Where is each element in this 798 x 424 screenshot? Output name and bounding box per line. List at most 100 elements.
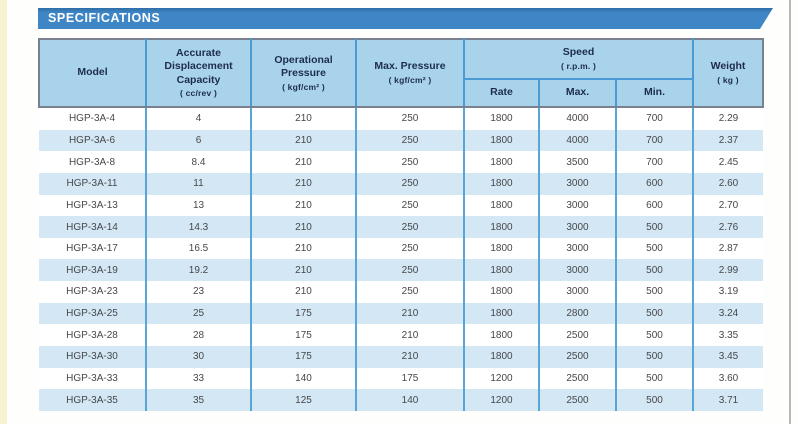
col-header-displacement: Accurate Displacement Capacity ( cc/rev … [145, 38, 252, 108]
cell-displacement: 30 [145, 346, 251, 368]
cell-operational-pressure: 125 [250, 389, 356, 411]
cell-rate: 1800 [463, 172, 539, 195]
cell-model: HGP-3A-28 [39, 324, 146, 347]
cell-displacement: 16.5 [145, 237, 251, 260]
cell-weight: 2.45 [692, 151, 764, 173]
cell-model: HGP-3A-13 [39, 194, 146, 217]
table-row: HGP-3A-11 11 210 250 1800 3000 600 2.60 [39, 172, 764, 195]
cell-max-pressure: 250 [355, 129, 464, 152]
cell-min: 500 [614, 367, 694, 390]
cell-max-pressure: 250 [355, 172, 464, 195]
cell-displacement: 11 [145, 172, 251, 195]
cell-rate: 1800 [463, 194, 539, 217]
cell-rate: 1800 [463, 151, 539, 173]
cell-weight: 2.76 [692, 216, 764, 238]
cell-max: 3000 [538, 194, 616, 217]
cell-rate: 1800 [463, 324, 539, 347]
page-right-edge-line [789, 0, 791, 424]
specifications-table: Model Accurate Displacement Capacity ( c… [38, 38, 765, 411]
col-header-speed-rate: Rate [463, 78, 540, 108]
cell-min: 500 [614, 324, 694, 347]
col-header-speed-group: Speed ( r.p.m. ) [462, 38, 695, 80]
cell-weight: 3.35 [692, 324, 764, 347]
cell-max-pressure: 210 [355, 324, 464, 347]
cell-max-pressure: 250 [355, 281, 464, 303]
cell-rate: 1800 [463, 216, 539, 238]
table-row: HGP-3A-23 23 210 250 1800 3000 500 3.19 [39, 281, 764, 303]
cell-weight: 3.45 [692, 346, 764, 368]
cell-max: 4000 [538, 107, 616, 130]
cell-min: 600 [614, 172, 694, 195]
cell-rate: 1800 [463, 107, 539, 130]
cell-min: 700 [614, 151, 694, 173]
cell-operational-pressure: 210 [250, 237, 356, 260]
cell-rate: 1800 [463, 302, 539, 325]
cell-weight: 2.29 [692, 107, 764, 130]
cell-min: 500 [614, 389, 694, 411]
cell-model: HGP-3A-30 [39, 346, 146, 368]
cell-max-pressure: 140 [355, 389, 464, 411]
cell-max-pressure: 250 [355, 107, 464, 130]
col-header-weight: Weight ( kg ) [692, 38, 765, 108]
col-header-speed-max: Max. [538, 78, 617, 108]
cell-max-pressure: 210 [355, 346, 464, 368]
cell-max: 4000 [538, 129, 616, 152]
cell-displacement: 19.2 [145, 259, 251, 282]
cell-model: HGP-3A-17 [39, 237, 146, 260]
col-unit-weight: ( kg ) [717, 74, 739, 85]
cell-max-pressure: 250 [355, 151, 464, 173]
cell-max: 3000 [538, 237, 616, 260]
cell-operational-pressure: 210 [250, 107, 356, 130]
specifications-banner: SPECIFICATIONS [38, 8, 773, 29]
cell-max: 3000 [538, 172, 616, 195]
cell-operational-pressure: 175 [250, 346, 356, 368]
cell-max-pressure: 210 [355, 302, 464, 325]
cell-rate: 1800 [463, 281, 539, 303]
col-unit-max-pressure: ( kgf/cm² ) [388, 74, 432, 85]
col-header-operational-pressure: Operational Pressure ( kgf/cm² ) [250, 38, 357, 108]
cell-max: 2500 [538, 367, 616, 390]
cell-min: 500 [614, 302, 694, 325]
table-row: HGP-3A-14 14.3 210 250 1800 3000 500 2.76 [39, 216, 764, 238]
cell-min: 500 [614, 281, 694, 303]
cell-displacement: 23 [145, 281, 251, 303]
cell-model: HGP-3A-6 [39, 129, 146, 152]
cell-displacement: 33 [145, 367, 251, 390]
cell-operational-pressure: 210 [250, 216, 356, 238]
table-row: HGP-3A-8 8.4 210 250 1800 3500 700 2.45 [39, 151, 764, 173]
cell-max: 3000 [538, 216, 616, 238]
cell-operational-pressure: 140 [250, 367, 356, 390]
cell-operational-pressure: 175 [250, 302, 356, 325]
cell-weight: 3.71 [692, 389, 764, 411]
cell-max-pressure: 250 [355, 194, 464, 217]
cell-min: 700 [614, 107, 694, 130]
table-row: HGP-3A-19 19.2 210 250 1800 3000 500 2.99 [39, 259, 764, 282]
col-header-model: Model [38, 38, 147, 108]
cell-min: 500 [614, 216, 694, 238]
cell-weight: 2.70 [692, 194, 764, 217]
cell-max: 2500 [538, 324, 616, 347]
cell-weight: 2.37 [692, 129, 764, 152]
cell-weight: 2.60 [692, 172, 764, 195]
cell-displacement: 6 [145, 129, 251, 152]
cell-rate: 1200 [463, 367, 539, 390]
table-row: HGP-3A-33 33 140 175 1200 2500 500 3.60 [39, 367, 764, 390]
table-row: HGP-3A-28 28 175 210 1800 2500 500 3.35 [39, 324, 764, 347]
cell-max: 2500 [538, 389, 616, 411]
col-unit-speed: ( r.p.m. ) [560, 60, 597, 71]
cell-displacement: 35 [145, 389, 251, 411]
cell-displacement: 4 [145, 107, 251, 130]
cell-max-pressure: 250 [355, 216, 464, 238]
cell-rate: 1800 [463, 346, 539, 368]
cell-max: 3000 [538, 281, 616, 303]
spec-table-body: HGP-3A-4 4 210 250 1800 4000 700 2.29 HGP-3A-6 6 2… [39, 107, 764, 411]
cell-weight: 3.24 [692, 302, 764, 325]
table-header: Model Accurate Displacement Capacity ( c… [38, 38, 765, 108]
cell-model: HGP-3A-8 [39, 151, 146, 173]
table-row: HGP-3A-6 6 210 250 1800 4000 700 2.37 [39, 129, 764, 152]
cell-rate: 1800 [463, 129, 539, 152]
cell-min: 500 [614, 259, 694, 282]
cell-min: 700 [614, 129, 694, 152]
section-title: SPECIFICATIONS [48, 11, 161, 25]
cell-operational-pressure: 210 [250, 151, 356, 173]
